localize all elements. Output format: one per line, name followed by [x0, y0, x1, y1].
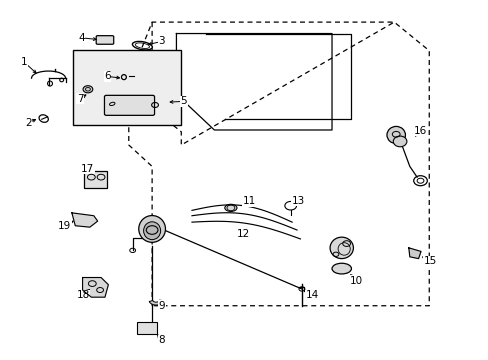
Text: 4: 4: [78, 33, 85, 43]
Ellipse shape: [143, 222, 160, 240]
Text: 7: 7: [77, 94, 83, 104]
Ellipse shape: [139, 216, 165, 242]
Text: 12: 12: [236, 229, 250, 239]
Text: 6: 6: [104, 71, 110, 81]
Circle shape: [83, 86, 93, 93]
Text: 3: 3: [158, 36, 165, 46]
Polygon shape: [72, 213, 98, 227]
Text: 11: 11: [242, 197, 255, 206]
Polygon shape: [408, 248, 420, 258]
Ellipse shape: [331, 263, 351, 274]
Ellipse shape: [386, 126, 405, 144]
Text: 9: 9: [158, 301, 165, 311]
FancyBboxPatch shape: [96, 36, 114, 44]
Text: 19: 19: [58, 221, 71, 231]
Text: 17: 17: [81, 163, 94, 174]
Text: 14: 14: [305, 290, 319, 300]
Text: 1: 1: [21, 57, 27, 67]
FancyBboxPatch shape: [104, 95, 154, 115]
Bar: [136, 322, 157, 334]
Text: 10: 10: [349, 276, 362, 286]
Text: 15: 15: [423, 256, 436, 266]
Polygon shape: [82, 278, 108, 297]
Text: 5: 5: [180, 96, 186, 107]
Text: 13: 13: [291, 196, 304, 206]
Text: 18: 18: [76, 290, 89, 300]
Bar: [73, 50, 181, 125]
Text: 8: 8: [158, 335, 165, 345]
Text: 2: 2: [25, 118, 31, 128]
Ellipse shape: [392, 136, 406, 147]
Ellipse shape: [329, 237, 353, 258]
FancyBboxPatch shape: [84, 171, 107, 188]
Text: 16: 16: [413, 126, 426, 136]
Wedge shape: [149, 300, 163, 305]
Ellipse shape: [224, 204, 237, 211]
